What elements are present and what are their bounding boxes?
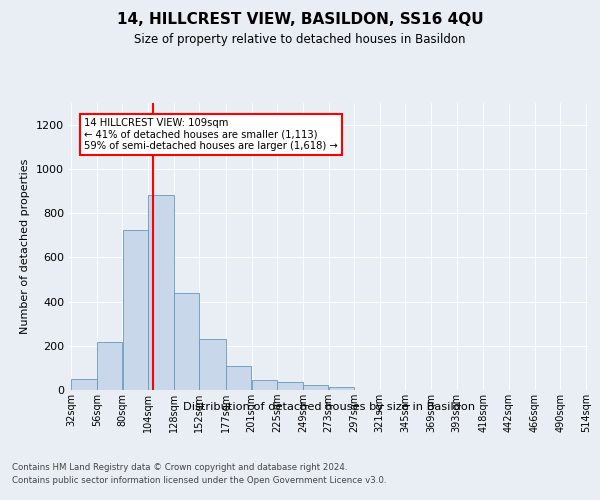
Bar	[174, 292, 199, 390]
Bar	[329, 388, 354, 390]
Bar	[252, 380, 277, 390]
Text: 14, HILLCREST VIEW, BASILDON, SS16 4QU: 14, HILLCREST VIEW, BASILDON, SS16 4QU	[116, 12, 484, 28]
Text: Size of property relative to detached houses in Basildon: Size of property relative to detached ho…	[134, 32, 466, 46]
Bar	[277, 382, 303, 390]
Bar	[303, 385, 328, 390]
Bar	[122, 230, 148, 390]
Bar	[199, 339, 226, 390]
Bar	[148, 196, 173, 390]
Bar	[226, 366, 251, 390]
Text: Contains HM Land Registry data © Crown copyright and database right 2024.: Contains HM Land Registry data © Crown c…	[12, 462, 347, 471]
Text: 14 HILLCREST VIEW: 109sqm
← 41% of detached houses are smaller (1,113)
59% of se: 14 HILLCREST VIEW: 109sqm ← 41% of detac…	[84, 118, 338, 151]
Text: Distribution of detached houses by size in Basildon: Distribution of detached houses by size …	[183, 402, 475, 412]
Bar	[97, 342, 122, 390]
Text: Contains public sector information licensed under the Open Government Licence v3: Contains public sector information licen…	[12, 476, 386, 485]
Bar	[71, 379, 97, 390]
Y-axis label: Number of detached properties: Number of detached properties	[20, 158, 31, 334]
